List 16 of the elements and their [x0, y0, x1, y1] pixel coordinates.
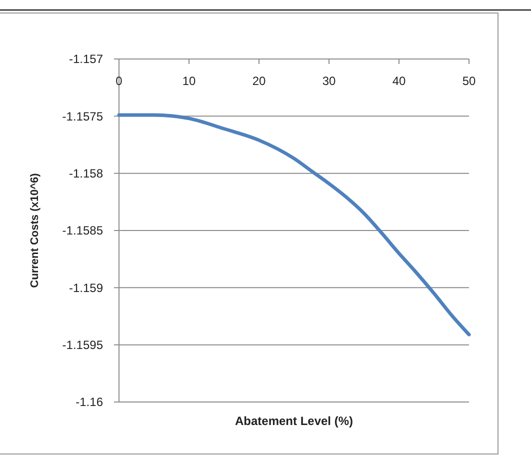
- x-tick-label: 30: [322, 74, 336, 88]
- y-tick-label: -1.1595: [62, 338, 104, 352]
- x-tick-label: 20: [252, 74, 266, 88]
- line-series: [117, 113, 471, 336]
- x-tick-label: 10: [182, 74, 196, 88]
- y-tick-label: -1.16: [76, 395, 104, 410]
- x-axis-title: Abatement Level (%): [234, 414, 354, 428]
- y-tick-label: -1.1575: [62, 109, 104, 124]
- y-tick-label: -1.158: [68, 166, 104, 181]
- y-tick-label: -1.159: [68, 280, 104, 295]
- x-tick-label: 50: [462, 74, 476, 88]
- y-tick-label: -1.157: [68, 52, 104, 66]
- y-tick-label: -1.1585: [62, 224, 104, 238]
- x-tick-label: 0: [116, 74, 123, 88]
- y-axis-title: Current Costs (x10^6): [29, 172, 41, 288]
- x-tick-label: 40: [392, 74, 406, 88]
